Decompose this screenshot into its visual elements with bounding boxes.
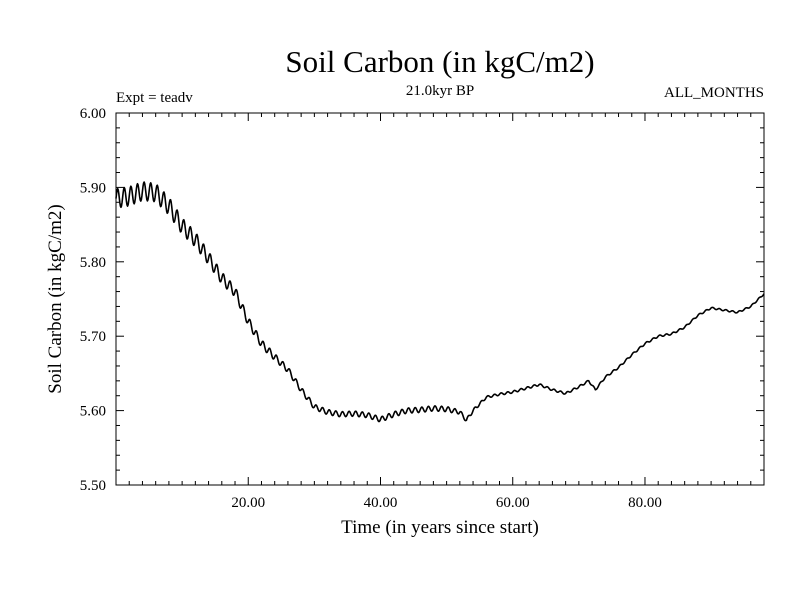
- x-axis-label: Time (in years since start): [341, 517, 539, 538]
- x-tick-label: 20.00: [231, 495, 265, 511]
- period-label: ALL_MONTHS: [664, 85, 764, 101]
- y-tick-label: 5.50: [80, 478, 106, 494]
- x-axis-tick-labels: 20.00 40.00 60.00 80.00: [231, 495, 661, 511]
- y-tick-label: 5.90: [80, 180, 106, 196]
- y-axis-tick-labels: 5.50 5.60 5.70 5.80 5.90 6.00: [80, 106, 106, 494]
- expt-label: Expt = teadv: [116, 90, 193, 106]
- x-tick-label: 60.00: [496, 495, 530, 511]
- x-tick-label: 40.00: [364, 495, 398, 511]
- y-tick-label: 5.70: [80, 329, 106, 345]
- y-axis-ticks: [116, 127, 764, 471]
- x-tick-label: 80.00: [628, 495, 662, 511]
- x-axis-ticks: [128, 113, 752, 485]
- y-tick-label: 5.80: [80, 255, 106, 271]
- chart-title: Soil Carbon (in kgC/m2): [285, 44, 594, 79]
- chart-subtitle: 21.0kyr BP: [406, 83, 474, 99]
- plot-frame: [115, 112, 765, 486]
- y-tick-label: 6.00: [80, 106, 106, 122]
- y-tick-label: 5.60: [80, 404, 106, 420]
- soil-carbon-line: [115, 181, 765, 423]
- y-axis-label: Soil Carbon (in kgC/m2): [45, 204, 66, 393]
